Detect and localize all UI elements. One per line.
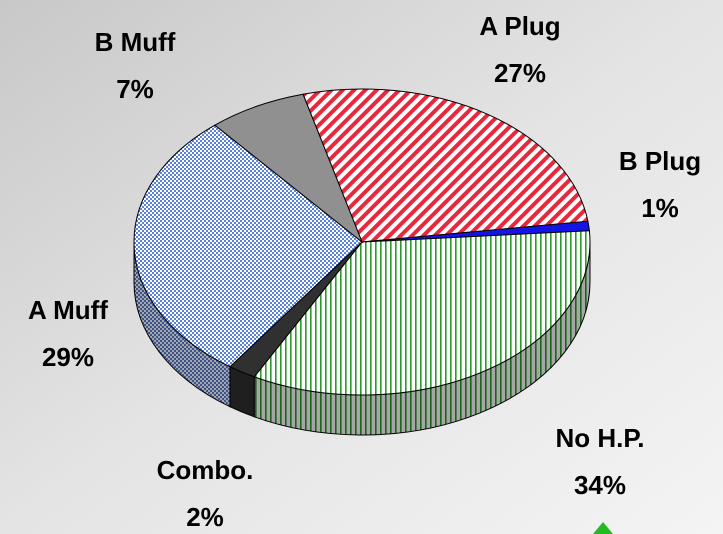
slice bbox=[133, 124, 363, 368]
slice-value-label: 27% bbox=[494, 58, 546, 88]
slice-side-shade bbox=[254, 242, 590, 435]
slice-value-label: 1% bbox=[641, 193, 679, 223]
slice-label: A Muff bbox=[28, 295, 108, 325]
slice-value-label: 29% bbox=[42, 342, 94, 372]
slice-side-shade bbox=[134, 242, 230, 407]
slice-value-label: 34% bbox=[574, 470, 626, 500]
slice-label: B Plug bbox=[619, 146, 701, 176]
arrow-icon bbox=[593, 522, 613, 534]
slice-label: Combo. bbox=[157, 455, 254, 485]
slice-label: B Muff bbox=[95, 27, 176, 57]
slice bbox=[302, 88, 589, 243]
slice-label: A Plug bbox=[479, 11, 560, 41]
slice-value-label: 7% bbox=[116, 74, 154, 104]
slice-side-shade bbox=[229, 366, 255, 417]
slice-label: No H.P. bbox=[555, 423, 644, 453]
slice bbox=[213, 93, 364, 244]
slice-value-label: 2% bbox=[186, 502, 224, 532]
